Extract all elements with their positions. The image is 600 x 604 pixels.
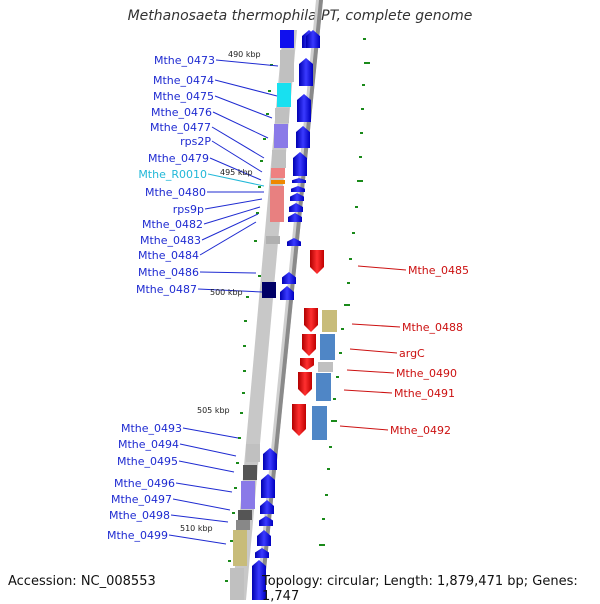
- gene-label-mthe_0479[interactable]: Mthe_0479: [148, 152, 209, 165]
- gene-label-mthe_0496[interactable]: Mthe_0496: [114, 477, 175, 490]
- gene-arrow-forward[interactable]: [293, 152, 307, 176]
- gene-label-mthe_0482[interactable]: Mthe_0482: [142, 218, 203, 231]
- gene-label-mthe_0473[interactable]: Mthe_0473: [154, 54, 215, 67]
- gene-arrow-forward[interactable]: [290, 193, 304, 201]
- gene-label-rps2p[interactable]: rps2P: [180, 135, 211, 148]
- label-leader: [197, 288, 263, 293]
- gene-arrow-reverse[interactable]: [310, 250, 324, 274]
- label-leader: [182, 427, 239, 439]
- gene-arrow-forward[interactable]: [280, 286, 294, 300]
- gene-arrow-forward[interactable]: [296, 126, 310, 148]
- gene-labels: Mthe_0473 Mthe_0474 Mthe_0475 Mthe_0476 Mthe…: [107, 54, 469, 542]
- gene-label-mthe_0484[interactable]: Mthe_0484: [138, 249, 199, 262]
- map-title: Methanosaeta thermophila PT, complete ge…: [127, 8, 473, 24]
- cog-blocks: [230, 30, 294, 600]
- kbp-label: 490 kbp: [228, 50, 261, 59]
- gene-label-mthe_0483[interactable]: Mthe_0483: [140, 234, 201, 247]
- gene-label-mthe_0480[interactable]: Mthe_0480: [145, 186, 206, 199]
- kbp-label: 510 kbp: [180, 524, 213, 533]
- gene-label-mthe_0474[interactable]: Mthe_0474: [153, 74, 214, 87]
- label-leader: [204, 198, 263, 210]
- gene-arrow-forward[interactable]: [287, 238, 301, 246]
- gene-label-mthe_0487[interactable]: Mthe_0487: [136, 283, 197, 296]
- label-leader: [339, 425, 389, 431]
- label-leader: [351, 323, 401, 328]
- gene-label-mthe_0476[interactable]: Mthe_0476: [151, 106, 212, 119]
- gene-label-mthe_0491[interactable]: Mthe_0491: [394, 387, 455, 400]
- gene-label-mthe_0493[interactable]: Mthe_0493: [121, 422, 182, 435]
- label-leader: [179, 443, 237, 457]
- label-leader: [199, 271, 257, 274]
- label-leader: [172, 498, 231, 511]
- gene-arrow-forward[interactable]: [291, 186, 305, 192]
- label-leader: [201, 213, 259, 241]
- label-leaders: [168, 59, 407, 545]
- gene-arrow-forward[interactable]: [306, 30, 320, 48]
- label-leader: [175, 482, 233, 493]
- gene-label-mthe_0477[interactable]: Mthe_0477: [150, 121, 211, 134]
- label-leader: [214, 95, 273, 119]
- gene-arrow-forward[interactable]: [255, 548, 269, 558]
- forward-strand-genes: [252, 30, 320, 600]
- gene-arrow-forward[interactable]: [261, 474, 275, 498]
- kbp-label: 505 kbp: [197, 406, 230, 415]
- gene-arrow-reverse[interactable]: [302, 334, 316, 356]
- gene-label-mthe_0490[interactable]: Mthe_0490: [396, 367, 457, 380]
- gene-arrow-forward[interactable]: [292, 178, 306, 183]
- label-leader: [211, 140, 263, 173]
- label-leader: [168, 534, 227, 545]
- gene-arrow-forward[interactable]: [299, 58, 313, 86]
- gene-arrow-reverse[interactable]: [298, 372, 312, 396]
- kbp-label: 495 kbp: [220, 168, 253, 177]
- gene-label-mthe_0492[interactable]: Mthe_0492: [390, 424, 451, 437]
- gene-label-mthe_r0010[interactable]: Mthe_R0010: [138, 168, 207, 181]
- label-leader: [349, 348, 398, 354]
- cog-blocks-right: [312, 310, 337, 440]
- gene-arrow-forward[interactable]: [257, 530, 271, 546]
- gene-arrow-forward[interactable]: [259, 516, 273, 526]
- gene-label-mthe_0498[interactable]: Mthe_0498: [109, 509, 170, 522]
- accession-text: Accession: NC_008553: [8, 574, 156, 589]
- gene-arrow-forward[interactable]: [289, 203, 303, 212]
- kbp-label: 500 kbp: [210, 288, 243, 297]
- label-leader: [178, 460, 235, 473]
- gene-label-mthe_0497[interactable]: Mthe_0497: [111, 493, 172, 506]
- label-leader: [209, 157, 262, 181]
- gene-label-mthe_0475[interactable]: Mthe_0475: [153, 90, 214, 103]
- gene-arrow-forward[interactable]: [288, 213, 302, 222]
- gene-label-mthe_0488[interactable]: Mthe_0488: [402, 321, 463, 334]
- label-leader: [346, 369, 395, 374]
- gene-label-mthe_0494[interactable]: Mthe_0494: [118, 438, 179, 451]
- label-leader: [203, 206, 261, 225]
- gene-label-rps9p[interactable]: rps9p: [173, 203, 204, 216]
- gene-arrow-forward[interactable]: [297, 94, 311, 122]
- label-leader: [170, 514, 229, 523]
- gene-arrow-reverse[interactable]: [292, 404, 306, 436]
- gene-arrow-forward[interactable]: [282, 272, 296, 284]
- gene-label-argc[interactable]: argC: [399, 347, 425, 360]
- gene-label-mthe_0485[interactable]: Mthe_0485: [408, 264, 469, 277]
- label-leader: [343, 389, 393, 394]
- gene-arrow-forward[interactable]: [260, 500, 274, 514]
- label-leader: [214, 79, 278, 97]
- label-leader: [357, 265, 407, 271]
- gene-label-mthe_0495[interactable]: Mthe_0495: [117, 455, 178, 468]
- gene-label-mthe_0499[interactable]: Mthe_0499: [107, 529, 168, 542]
- label-leader: [215, 59, 279, 67]
- reverse-strand-genes: [292, 250, 324, 436]
- gene-arrow-forward[interactable]: [252, 560, 266, 600]
- kbp-labels: 490 kbp 495 kbp 500 kbp 505 kbp 510 kbp: [180, 50, 261, 533]
- scale-ticks: [225, 38, 370, 582]
- gene-arrow-reverse[interactable]: [300, 358, 314, 370]
- gene-label-mthe_0486[interactable]: Mthe_0486: [138, 266, 199, 279]
- label-leader: [207, 173, 265, 187]
- label-leader: [212, 111, 269, 139]
- gene-arrow-reverse[interactable]: [304, 308, 318, 332]
- label-leader: [199, 221, 257, 256]
- gene-arrow-forward[interactable]: [263, 448, 277, 470]
- label-leader: [211, 126, 265, 159]
